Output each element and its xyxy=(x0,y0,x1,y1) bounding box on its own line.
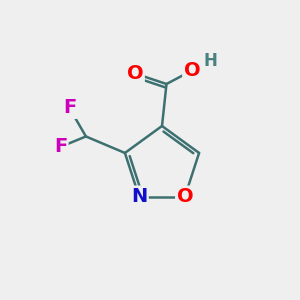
Text: N: N xyxy=(131,187,147,206)
Text: H: H xyxy=(203,52,217,70)
Text: O: O xyxy=(127,64,143,83)
Text: O: O xyxy=(177,187,193,206)
Text: F: F xyxy=(63,98,76,117)
Text: O: O xyxy=(184,61,200,80)
Text: F: F xyxy=(54,137,67,156)
